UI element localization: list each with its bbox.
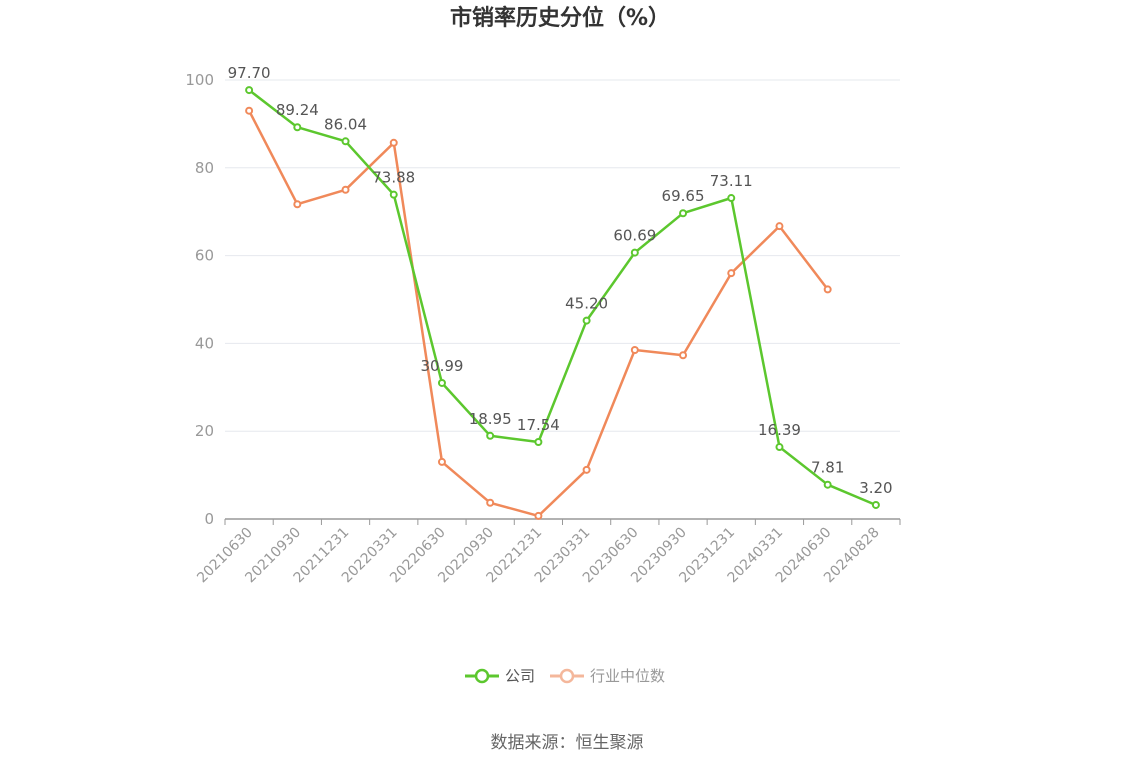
- data-label: 18.95: [469, 410, 512, 428]
- y-tick-label: 0: [204, 510, 214, 528]
- data-label: 3.20: [859, 479, 892, 497]
- data-label: 89.24: [276, 101, 319, 119]
- data-point: [437, 378, 446, 387]
- data-point: [775, 222, 784, 231]
- data-point: [823, 285, 832, 294]
- data-point: [679, 351, 688, 360]
- data-point: [341, 185, 350, 194]
- y-tick-label: 20: [195, 422, 214, 440]
- chart-title: 市销率历史分位（%）: [450, 5, 670, 31]
- data-point: [630, 248, 639, 257]
- data-point: [245, 106, 254, 115]
- data-label: 73.88: [372, 169, 415, 187]
- data-point: [341, 137, 350, 146]
- data-label: 7.81: [811, 459, 844, 477]
- y-tick-label: 60: [195, 247, 214, 265]
- series-line-0: [248, 89, 877, 507]
- data-point: [823, 480, 832, 489]
- data-label: 86.04: [324, 115, 367, 133]
- legend-label: 公司: [505, 667, 535, 685]
- legend-label: 行业中位数: [590, 667, 665, 685]
- data-point: [871, 500, 880, 509]
- source-note: 数据来源：恒生聚源: [491, 733, 644, 753]
- grid: [225, 79, 900, 432]
- data-point: [679, 209, 688, 218]
- legend-marker: [559, 668, 575, 684]
- data-point: [486, 498, 495, 507]
- data-point: [727, 269, 736, 278]
- data-point: [245, 86, 254, 95]
- y-tick-label: 100: [185, 71, 214, 89]
- data-point: [293, 200, 302, 209]
- data-label: 45.20: [565, 295, 608, 313]
- data-point: [727, 194, 736, 203]
- data-point: [582, 465, 591, 474]
- legend-item-0: 公司: [465, 667, 535, 685]
- y-axis: 0 20 40 60 80 100: [185, 71, 214, 528]
- data-point: [582, 316, 591, 325]
- data-label: 60.69: [613, 227, 656, 245]
- data-point: [486, 431, 495, 440]
- legend-item-1: 行业中位数: [550, 667, 665, 685]
- legend: 公司 行业中位数: [465, 667, 665, 685]
- data-point: [534, 511, 543, 520]
- data-label: 73.11: [710, 172, 753, 190]
- data-label: 17.54: [517, 416, 560, 434]
- data-point: [389, 138, 398, 147]
- y-tick-label: 80: [195, 159, 214, 177]
- data-point: [534, 437, 543, 446]
- data-point: [437, 457, 446, 466]
- y-tick-label: 40: [195, 334, 214, 352]
- data-label: 97.70: [228, 64, 271, 82]
- legend-marker: [474, 668, 490, 684]
- data-label: 30.99: [420, 357, 463, 375]
- data-point: [389, 190, 398, 199]
- x-axis: 2021063020210930202112312022033120220630…: [194, 518, 901, 586]
- data-point: [775, 443, 784, 452]
- series-group: 97.70 89.24 86.04 73.88 30.99 18.95 17.54 45.20…: [228, 64, 893, 520]
- data-label: 16.39: [758, 421, 801, 439]
- data-point: [293, 123, 302, 132]
- data-point: [630, 345, 639, 354]
- data-label: 69.65: [662, 187, 705, 205]
